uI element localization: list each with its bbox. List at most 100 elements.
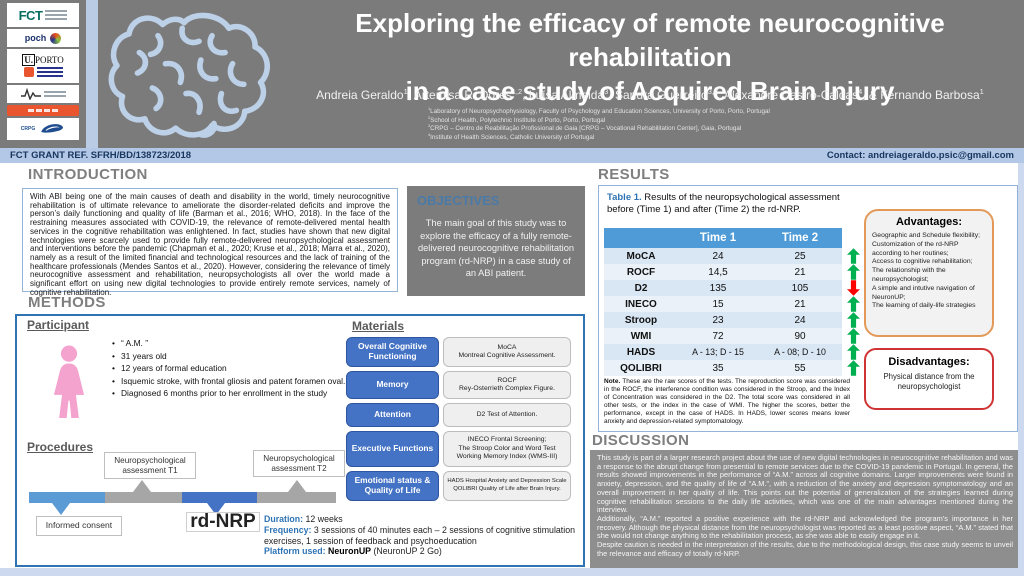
time2-cell: 105 (758, 280, 842, 296)
table-note: Note. These are the raw scores of the te… (604, 378, 850, 425)
timeline-segment-2 (257, 492, 336, 503)
participant-bullet: Diagnosed 6 months prior to her enrollme… (112, 388, 380, 399)
advantage-item: The relationship with the neuropsycholog… (872, 267, 946, 283)
fct-logo-subtext (45, 10, 68, 20)
female-figure-icon (53, 345, 85, 419)
discussion-heading: DISCUSSION (592, 432, 690, 449)
table-header-row: Time 1 Time 2 (604, 228, 864, 248)
fct-logo-text: FCT (18, 7, 43, 23)
grant-ref: FCT GRANT REF. SFRH/BD/138723/2018 (10, 150, 192, 161)
materials-row: Overall Cognitive Functioning MoCA Montrea… (346, 337, 576, 367)
crpg-swoosh-icon (41, 124, 64, 133)
material-test-line: Working Memory Index (WMS-III) (456, 453, 558, 461)
time1-cell: A - 13; D - 15 (678, 344, 758, 360)
fpceup-mark (23, 67, 63, 77)
trend-cell (842, 264, 864, 280)
discussion-paragraph: Despite caution is needed in the interpr… (597, 540, 1013, 558)
author-affiliation-sup: 1 (979, 87, 984, 96)
table-row: Stroop 23 24 (604, 312, 864, 328)
author-affiliation-sup: 3 (604, 87, 609, 96)
trend-cell (842, 328, 864, 344)
disadvantages-text: Physical distance from the neuropsycholo… (883, 372, 975, 391)
program-duration: Duration: 12 weeks (264, 514, 343, 524)
timeline-segment-program (182, 492, 257, 503)
time1-cell: 35 (678, 360, 758, 376)
trend-cell (842, 312, 864, 328)
material-domain: Executive Functions (346, 431, 439, 467)
trend-up-icon (846, 328, 860, 344)
timeline-segment-1 (105, 492, 182, 503)
assessment-t2-label: Neuropsychological assessment T2 (253, 450, 345, 478)
bottom-edge-strip (0, 568, 1024, 576)
trend-cell (842, 248, 864, 264)
material-test-line: INECO Frontal Screening; (467, 436, 547, 444)
material-test-line: The Stroop Color and Word Test (458, 444, 556, 452)
time2-cell: A - 08; D - 10 (758, 344, 842, 360)
author-affiliation-sup: 4 (858, 87, 863, 96)
poster-header: FCT poch U. PORTO CRPG (0, 0, 1024, 148)
table-row: QOLIBRI 35 55 (604, 360, 864, 376)
results-box (598, 185, 1018, 432)
advantage-item: A simple and intutive navigation of Neur… (872, 284, 975, 301)
uporto-logo: U. PORTO (7, 49, 79, 83)
trend-up-icon (846, 344, 860, 360)
assessment-t1-label: Neuropsychological assessment T1 (104, 452, 196, 480)
fpceup-subtext (36, 67, 63, 77)
author-affiliation-sup: 1 (403, 87, 408, 96)
material-domain: Attention (346, 403, 439, 427)
title-line-2: in a case study of Acquired Brain Injury (405, 76, 895, 106)
test-name-cell: WMI (604, 328, 678, 344)
contact-email: Contact: andreiageraldo.psic@gmail.com (826, 150, 1014, 161)
right-edge-strip (1018, 163, 1024, 568)
table-header-trend-cell (842, 228, 864, 248)
time2-cell: 21 (758, 264, 842, 280)
poster-title: Exploring the efficacy of remote neuroco… (285, 6, 1015, 108)
test-name-cell: ROCF (604, 264, 678, 280)
table-row: HADS A - 13; D - 15 A - 08; D - 10 (604, 344, 864, 360)
introduction-heading: INTRODUCTION (28, 166, 148, 183)
trend-up-icon (846, 312, 860, 328)
table-caption: Table 1. Results of the neuropsychologic… (607, 192, 840, 215)
affiliation-line: 4Institute of Health Sciences, Catholic … (428, 131, 595, 141)
material-test-line: QOLIBRI Quality of Life after Brain Inju… (453, 486, 561, 492)
table-header-cell (604, 228, 678, 248)
crpg-logo: CRPG (7, 118, 79, 140)
participant-bullet: 12 years of formal education (112, 363, 380, 374)
advantage-item: Geographic and Schedule flexibility; (872, 232, 981, 239)
material-test-line: ROCF (497, 376, 517, 384)
timeline-arrow-up-t2 (288, 480, 306, 492)
time1-cell: 14,5 (678, 264, 758, 280)
fpceup-q-icon (23, 67, 34, 77)
program-platform: Platform used: NeuronUP (NeuronUP 2 Go) (264, 546, 442, 557)
waveform-icon (20, 88, 41, 100)
neurolab-logo (7, 85, 79, 103)
materials-row: Executive Functions INECO Frontal Screeni… (346, 431, 576, 467)
neurolab-subtext (43, 91, 66, 97)
trend-up-icon (846, 296, 860, 312)
trend-down-icon (846, 280, 860, 296)
objectives-box: OBJECTIVES The main goal of this study w… (407, 186, 585, 296)
affiliation-sup: 1 (428, 105, 431, 111)
materials-row: Emotional status & Quality of Life HADS H… (346, 471, 576, 501)
trend-cell (842, 296, 864, 312)
table-row: D2 135 105 (604, 280, 864, 296)
material-test-line: MoCA (497, 343, 517, 351)
trend-cell (842, 360, 864, 376)
informed-consent-label: Informed consent (36, 516, 122, 536)
material-tests: ROCF Rey-Osterrieth Complex Figure. (443, 371, 571, 399)
affiliation-line: 1Laboratory of Neuropsychophysiology, Fa… (428, 105, 770, 115)
uporto-logo-text: U. PORTO (22, 54, 64, 66)
objectives-heading: OBJECTIVES (417, 193, 500, 208)
test-name-cell: HADS (604, 344, 678, 360)
affiliations: 1Laboratory of Neuropsychophysiology, Fa… (428, 105, 1008, 142)
advantage-item: The learning of daily-life strategies (872, 302, 976, 310)
program-frequency: Frequency: 3 sessions of 40 minutes each… (264, 524, 575, 546)
time1-cell: 72 (678, 328, 758, 344)
header-divider-strip (86, 0, 98, 148)
affiliation-sup: 3 (428, 123, 431, 129)
discussion-box: This study is part of a larger research … (590, 450, 1020, 568)
methods-heading: METHODS (28, 294, 106, 311)
disadvantages-title: Disadvantages: (888, 356, 970, 368)
crpg-logo-text: CRPG (20, 126, 36, 132)
advantage-item: Access to cognitive rehabilitation; (872, 258, 973, 266)
